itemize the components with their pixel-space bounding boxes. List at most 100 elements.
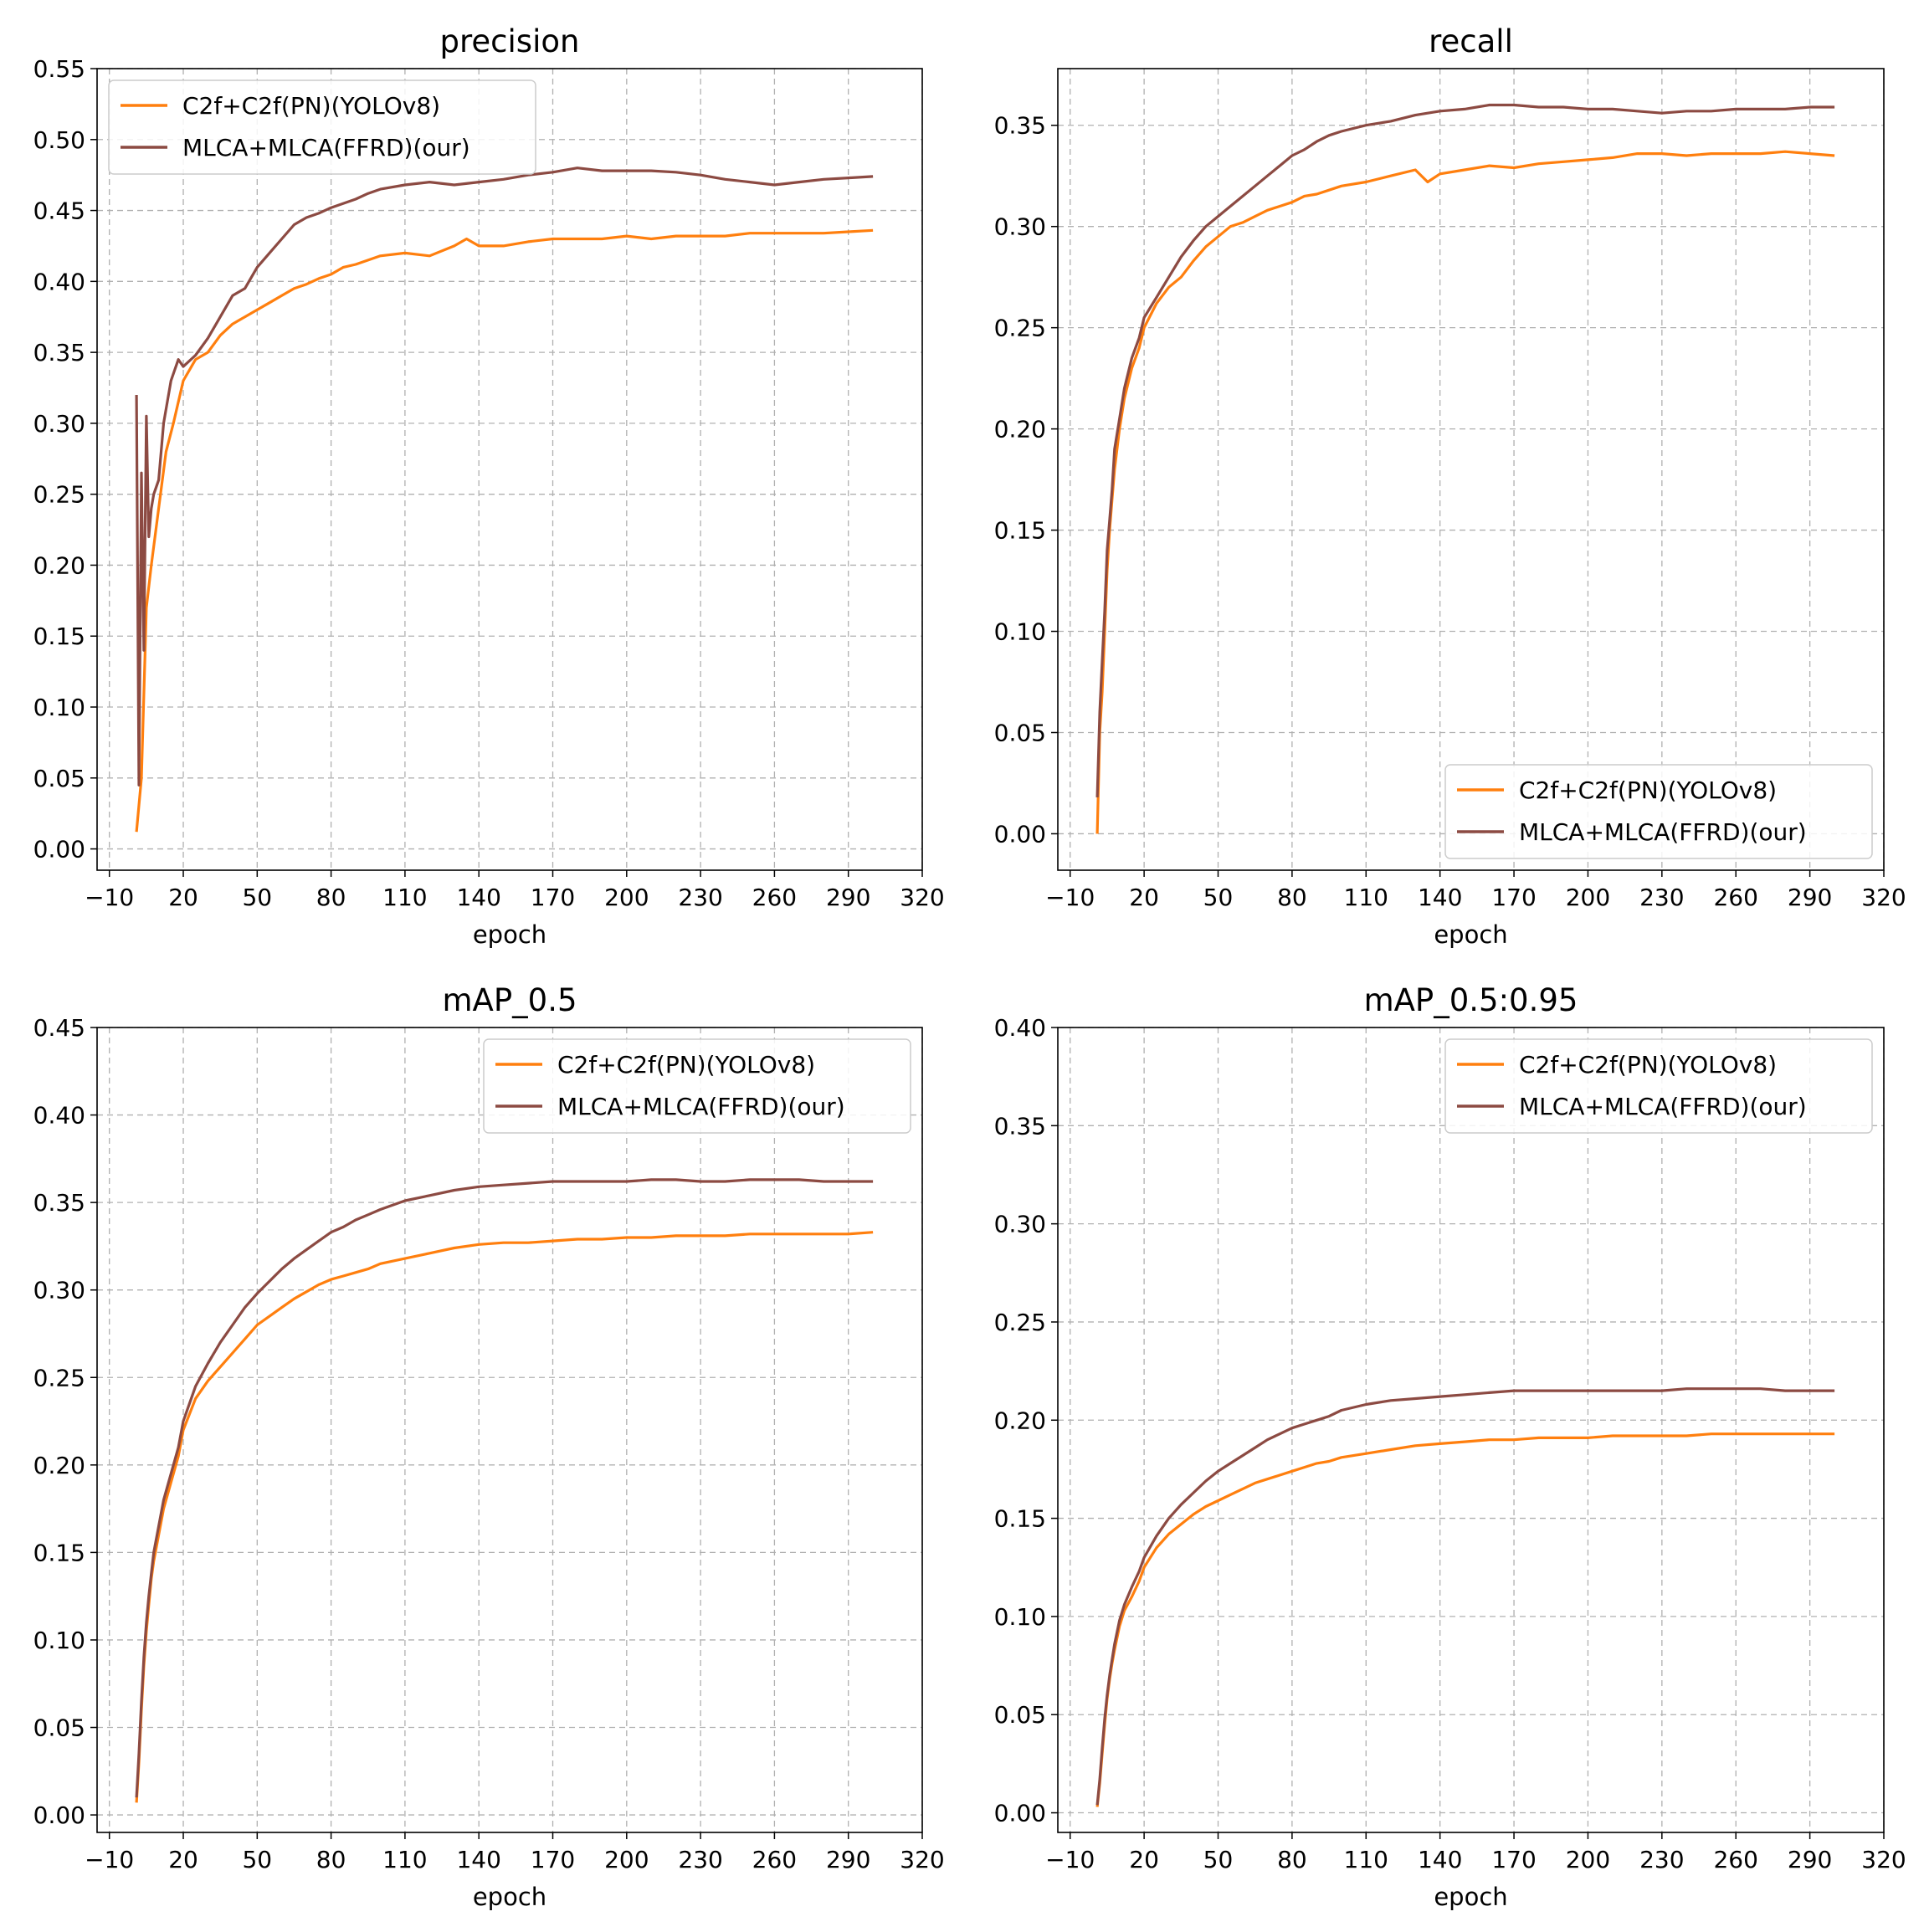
x-tick-label: 140 [1418,884,1462,911]
legend: C2f+C2f(PN)(YOLOv8) MLCA+MLCA(FFRD)(our) [483,1038,911,1134]
x-tick-label: 260 [1713,1846,1757,1873]
x-tick-label: 290 [826,1846,870,1873]
x-tick-label: 230 [678,1846,722,1873]
x-tick-label: 140 [456,1846,500,1873]
legend-label: MLCA+MLCA(FFRD)(our) [182,134,470,161]
x-tick-label: 80 [1277,1846,1307,1873]
x-tick-label: 140 [456,884,500,911]
x-tick-label: 20 [1129,1846,1159,1873]
y-tick-label: 0.10 [994,1603,1046,1631]
chart-title: mAP_0.5:0.95 [1364,982,1578,1018]
legend-label: C2f+C2f(PN)(YOLOv8) [1519,1051,1777,1079]
legend-box [1444,764,1873,859]
x-tick-label: 260 [752,884,797,911]
y-tick-label: 0.05 [33,1714,85,1742]
x-tick-label: 230 [678,884,722,911]
x-tick-label: 50 [242,884,272,911]
x-tick-label: 20 [168,1846,198,1873]
x-tick-label: 110 [1344,1846,1388,1873]
x-tick-label: 20 [1129,884,1159,911]
y-tick-label: 0.00 [33,1801,85,1829]
series-line-yolov8 [135,228,874,833]
y-tick-label: 0.10 [33,694,85,721]
x-tick-label: 230 [1639,1846,1684,1873]
y-tick-label: 0.05 [33,765,85,792]
legend-box [483,1038,911,1134]
chart-title: recall [1429,23,1513,59]
x-tick-label: 80 [316,884,346,911]
legend-label: MLCA+MLCA(FFRD)(our) [1519,1093,1807,1120]
x-tick-label: 170 [531,884,575,911]
series-line-yolov8 [135,1231,874,1803]
y-tick-label: 0.45 [33,1014,85,1042]
x-tick-label: 320 [1861,884,1906,911]
y-tick-label: 0.10 [994,618,1046,646]
legend-box [1444,1038,1873,1134]
y-tick-label: 0.45 [33,197,85,225]
x-tick-label: 260 [1713,884,1757,911]
y-tick-label: 0.40 [994,1014,1046,1042]
x-tick-label: −10 [85,1846,134,1873]
x-tick-label: 200 [604,1846,649,1873]
x-axis-label: epoch [1434,920,1507,949]
x-tick-label: 80 [316,1846,346,1873]
y-tick-label: 0.15 [994,517,1046,545]
x-tick-label: 290 [1788,884,1832,911]
x-tick-label: 200 [1566,884,1610,911]
y-tick-label: 0.25 [994,1309,1046,1336]
panel-map-0-5-0-95: −10 20 50 80 110 140 170 200 230 260 290 320 0.00 0.0… [994,982,1906,1911]
y-tick-label: 0.20 [994,416,1046,443]
legend-label: C2f+C2f(PN)(YOLOv8) [182,92,440,120]
y-tick-label: 0.20 [33,551,85,579]
panel-map-0-5: −10 20 50 80 110 140 170 200 230 260 290 320 0.00 0.0… [33,982,945,1911]
legend-label: C2f+C2f(PN)(YOLOv8) [557,1051,815,1079]
chart-title: mAP_0.5 [442,982,577,1018]
x-tick-label: 260 [752,1846,797,1873]
x-tick-label: 200 [1566,1846,1610,1873]
x-tick-label: 110 [382,1846,427,1873]
x-tick-label: 20 [168,884,198,911]
y-tick-label: 0.55 [33,55,85,83]
x-tick-label: 320 [900,1846,944,1873]
y-tick-label: 0.30 [994,1211,1046,1238]
x-tick-label: 290 [826,884,870,911]
y-tick-label: 0.20 [33,1452,85,1479]
legend-label: MLCA+MLCA(FFRD)(our) [1519,818,1807,846]
y-tick-label: 0.35 [994,112,1046,140]
x-axis-label: epoch [1434,1883,1507,1911]
x-tick-label: 50 [242,1846,272,1873]
x-tick-label: 80 [1277,884,1307,911]
series-line-ours [135,167,874,787]
y-tick-label: 0.35 [33,339,85,366]
x-tick-label: 320 [1861,1846,1906,1873]
x-tick-label: −10 [1045,1846,1095,1873]
y-tick-label: 0.15 [33,623,85,650]
x-tick-label: −10 [1045,884,1095,911]
legend: C2f+C2f(PN)(YOLOv8) MLCA+MLCA(FFRD)(our) [1444,764,1873,859]
y-tick-label: 0.30 [994,213,1046,241]
legend-box [108,79,536,175]
y-tick-label: 0.00 [994,820,1046,848]
x-axis-label: epoch [473,1883,546,1911]
y-tick-label: 0.25 [33,481,85,509]
x-tick-label: 170 [1491,884,1536,911]
x-tick-label: 170 [531,1846,575,1873]
y-tick-label: 0.25 [33,1364,85,1391]
plot-frame [1057,1027,1885,1833]
series-line-ours [1095,1387,1835,1806]
series-line-yolov8 [1095,150,1835,834]
x-tick-label: 170 [1491,1846,1536,1873]
legend: C2f+C2f(PN)(YOLOv8) MLCA+MLCA(FFRD)(our) [108,79,536,175]
x-tick-label: 50 [1203,1846,1234,1873]
x-tick-label: 50 [1203,884,1234,911]
x-tick-label: 140 [1418,1846,1462,1873]
x-tick-label: 200 [604,884,649,911]
y-tick-label: 0.00 [33,836,85,864]
y-tick-label: 0.15 [33,1539,85,1566]
y-tick-label: 0.40 [33,268,85,295]
legend: C2f+C2f(PN)(YOLOv8) MLCA+MLCA(FFRD)(our) [1444,1038,1873,1134]
y-tick-label: 0.50 [33,126,85,154]
y-tick-label: 0.15 [994,1505,1046,1533]
y-tick-label: 0.10 [33,1627,85,1654]
